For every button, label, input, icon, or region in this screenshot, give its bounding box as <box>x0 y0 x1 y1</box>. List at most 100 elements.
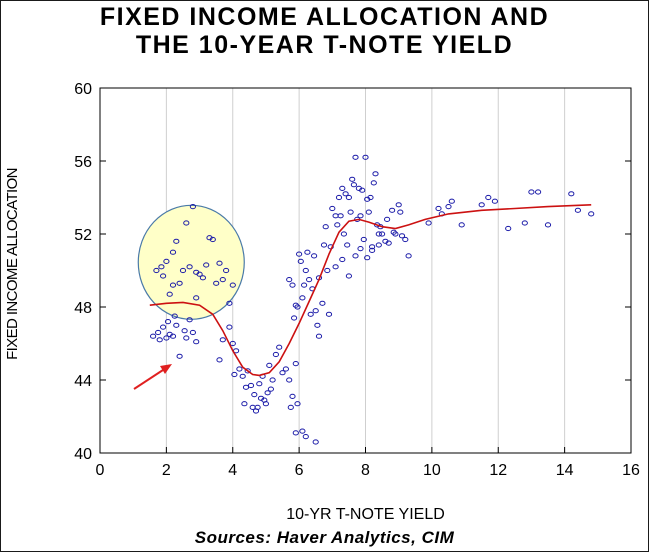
data-point-28 <box>189 204 196 210</box>
data-point-95 <box>319 300 326 306</box>
data-point-107 <box>334 222 341 228</box>
data-point-122 <box>359 187 366 193</box>
data-point-116 <box>349 176 356 182</box>
data-point-124 <box>362 154 369 160</box>
data-point-43 <box>219 337 226 343</box>
x-tick-label-10: 10 <box>423 462 441 479</box>
data-point-164 <box>521 220 528 226</box>
data-point-68 <box>276 344 283 350</box>
data-point-2 <box>156 337 163 343</box>
data-point-27 <box>186 264 193 270</box>
data-point-150 <box>357 246 364 252</box>
data-point-11 <box>181 328 188 334</box>
data-point-134 <box>379 231 386 237</box>
data-point-39 <box>229 282 236 288</box>
y-tick-label-60: 60 <box>74 81 92 98</box>
data-point-17 <box>158 264 165 270</box>
data-point-93 <box>314 322 321 328</box>
data-point-0 <box>150 333 157 339</box>
data-point-121 <box>357 213 364 219</box>
data-point-78 <box>291 315 298 321</box>
data-point-58 <box>256 381 263 387</box>
data-point-67 <box>272 351 279 358</box>
x-axis-label: 10-YR T-NOTE YIELD <box>286 506 445 523</box>
data-point-9 <box>173 322 180 328</box>
data-point-91 <box>312 308 319 314</box>
x-tick-label-2: 2 <box>162 462 171 479</box>
data-point-148 <box>345 273 352 279</box>
data-point-37 <box>223 267 230 274</box>
data-point-42 <box>216 357 223 363</box>
data-point-46 <box>231 371 238 378</box>
data-point-101 <box>292 430 299 436</box>
data-point-31 <box>203 262 210 268</box>
data-point-83 <box>299 295 306 301</box>
chart-title-line-2: THE 10-YEAR T-NOTE YIELD <box>135 31 514 59</box>
data-point-52 <box>244 368 251 374</box>
data-point-74 <box>292 361 299 367</box>
highlight-ellipse <box>137 204 245 320</box>
data-point-36 <box>219 277 226 283</box>
data-point-4 <box>163 335 170 341</box>
data-point-127 <box>367 194 374 201</box>
data-point-146 <box>332 264 339 270</box>
data-point-115 <box>347 209 354 215</box>
data-point-168 <box>568 191 575 197</box>
data-point-66 <box>269 377 276 383</box>
data-point-19 <box>163 258 170 264</box>
data-point-110 <box>339 185 346 191</box>
fit-line <box>149 204 592 377</box>
data-point-136 <box>384 216 391 222</box>
data-point-99 <box>325 311 333 317</box>
data-point-18 <box>160 273 167 279</box>
data-point-7 <box>169 333 177 339</box>
data-point-88 <box>307 311 314 317</box>
data-point-77 <box>289 282 296 288</box>
data-point-159 <box>458 222 465 228</box>
data-point-160 <box>478 202 485 208</box>
data-point-70 <box>282 366 289 372</box>
y-tick-label-48: 48 <box>74 300 92 317</box>
data-point-41 <box>199 275 206 281</box>
data-point-112 <box>342 191 349 197</box>
data-point-143 <box>398 233 406 239</box>
data-point-90 <box>311 253 318 259</box>
data-point-81 <box>296 251 303 257</box>
data-point-57 <box>254 404 261 410</box>
x-tick-label-8: 8 <box>361 462 370 479</box>
data-point-51 <box>242 384 250 390</box>
data-point-15 <box>193 339 200 345</box>
data-point-5 <box>164 319 172 325</box>
data-point-3 <box>160 324 167 330</box>
data-point-114 <box>345 194 352 201</box>
chart-title-line-1: FIXED INCOME ALLOCATION AND <box>99 3 550 31</box>
data-point-163 <box>505 225 512 232</box>
data-point-20 <box>166 291 173 297</box>
data-point-169 <box>574 207 582 213</box>
data-point-162 <box>491 198 498 204</box>
data-point-105 <box>329 205 336 212</box>
data-point-24 <box>176 280 183 286</box>
data-point-128 <box>369 244 376 250</box>
data-point-65 <box>267 386 274 392</box>
data-point-147 <box>339 256 346 263</box>
data-point-157 <box>445 204 452 210</box>
data-point-167 <box>544 222 552 228</box>
data-point-71 <box>286 377 293 383</box>
data-point-170 <box>588 211 595 217</box>
data-point-113 <box>344 242 351 248</box>
data-point-85 <box>302 267 309 274</box>
data-point-104 <box>312 439 319 445</box>
data-point-155 <box>435 205 442 212</box>
y-tick-label-44: 44 <box>74 373 92 390</box>
data-point-140 <box>392 231 399 237</box>
data-point-92 <box>315 333 323 339</box>
data-point-21 <box>169 282 177 288</box>
data-point-35 <box>216 260 223 266</box>
data-point-50 <box>241 401 248 407</box>
data-point-14 <box>189 329 196 336</box>
data-point-152 <box>369 247 376 253</box>
data-point-16 <box>153 267 160 274</box>
data-point-34 <box>213 280 220 286</box>
